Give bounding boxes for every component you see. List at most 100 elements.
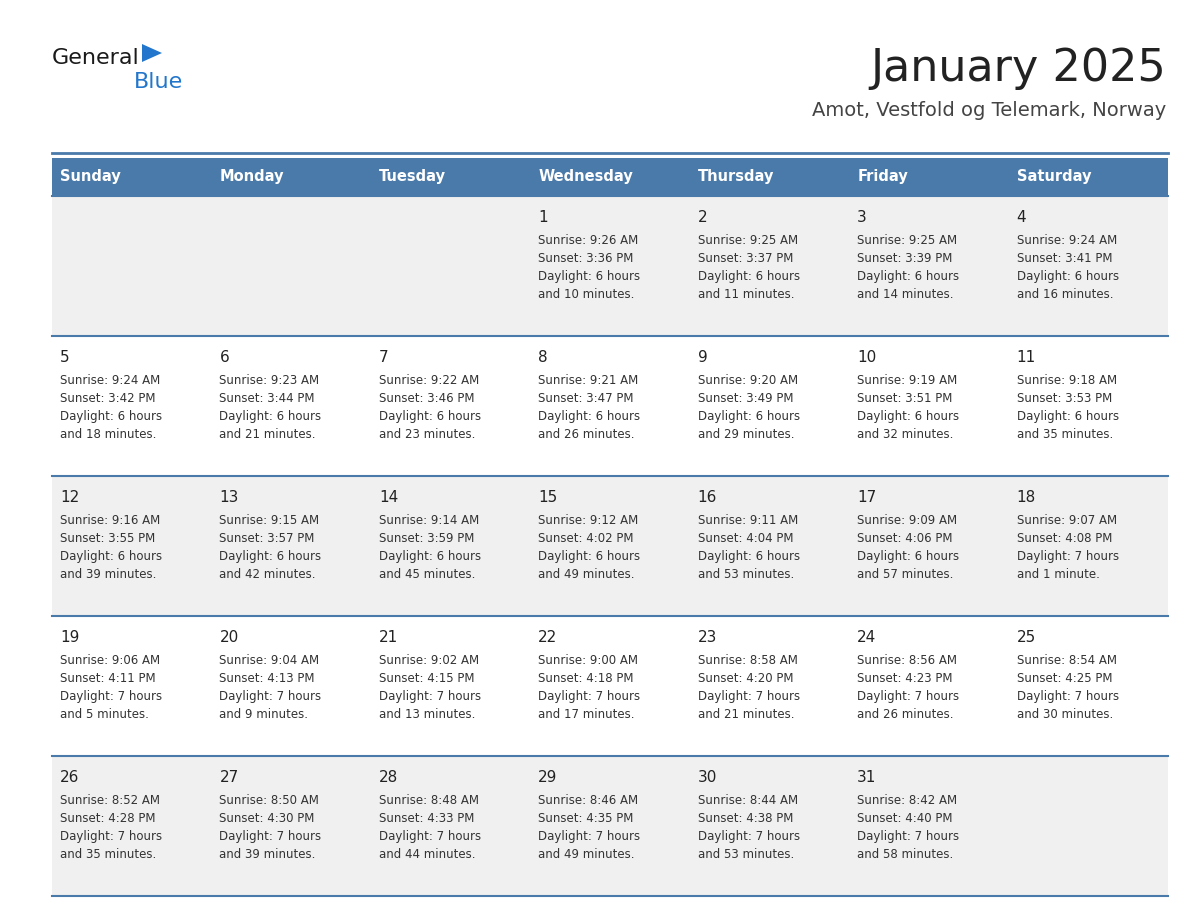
Text: Sunrise: 8:56 AM: Sunrise: 8:56 AM: [858, 654, 958, 667]
Text: Sunset: 4:13 PM: Sunset: 4:13 PM: [220, 672, 315, 685]
Text: and 30 minutes.: and 30 minutes.: [1017, 708, 1113, 721]
Text: and 1 minute.: and 1 minute.: [1017, 568, 1099, 581]
Text: Daylight: 7 hours: Daylight: 7 hours: [61, 690, 162, 703]
Text: Sunrise: 9:07 AM: Sunrise: 9:07 AM: [1017, 514, 1117, 527]
Text: Sunset: 3:55 PM: Sunset: 3:55 PM: [61, 532, 156, 545]
Text: Sunset: 4:33 PM: Sunset: 4:33 PM: [379, 812, 474, 825]
Text: and 32 minutes.: and 32 minutes.: [858, 428, 954, 441]
Text: and 29 minutes.: and 29 minutes.: [697, 428, 795, 441]
Text: and 9 minutes.: and 9 minutes.: [220, 708, 309, 721]
Text: Sunrise: 9:23 AM: Sunrise: 9:23 AM: [220, 374, 320, 387]
Text: January 2025: January 2025: [871, 47, 1165, 89]
Text: Sunrise: 9:26 AM: Sunrise: 9:26 AM: [538, 234, 638, 247]
Text: Daylight: 7 hours: Daylight: 7 hours: [858, 830, 959, 843]
Text: and 53 minutes.: and 53 minutes.: [697, 848, 794, 861]
Text: Sunset: 3:41 PM: Sunset: 3:41 PM: [1017, 252, 1112, 265]
Text: 20: 20: [220, 630, 239, 645]
Text: Daylight: 7 hours: Daylight: 7 hours: [220, 830, 322, 843]
Bar: [52, 616, 1168, 756]
Text: Sunset: 3:36 PM: Sunset: 3:36 PM: [538, 252, 633, 265]
Text: Sunrise: 9:00 AM: Sunrise: 9:00 AM: [538, 654, 638, 667]
Text: Sunrise: 8:44 AM: Sunrise: 8:44 AM: [697, 794, 798, 807]
Bar: [52, 158, 211, 196]
Text: Sunset: 4:08 PM: Sunset: 4:08 PM: [1017, 532, 1112, 545]
Text: 2: 2: [697, 210, 707, 225]
Text: 31: 31: [858, 770, 877, 785]
Text: Daylight: 6 hours: Daylight: 6 hours: [538, 410, 640, 423]
Text: 3: 3: [858, 210, 867, 225]
Text: Sunrise: 9:11 AM: Sunrise: 9:11 AM: [697, 514, 798, 527]
Text: Daylight: 6 hours: Daylight: 6 hours: [697, 410, 800, 423]
Text: Sunrise: 8:50 AM: Sunrise: 8:50 AM: [220, 794, 320, 807]
Text: and 26 minutes.: and 26 minutes.: [858, 708, 954, 721]
Text: Amot, Vestfold og Telemark, Norway: Amot, Vestfold og Telemark, Norway: [811, 100, 1165, 119]
Text: Daylight: 6 hours: Daylight: 6 hours: [858, 410, 959, 423]
Text: Sunrise: 9:09 AM: Sunrise: 9:09 AM: [858, 514, 958, 527]
Text: 19: 19: [61, 630, 80, 645]
Text: and 45 minutes.: and 45 minutes.: [379, 568, 475, 581]
Text: and 35 minutes.: and 35 minutes.: [61, 848, 157, 861]
Text: Daylight: 6 hours: Daylight: 6 hours: [697, 270, 800, 283]
Text: Daylight: 6 hours: Daylight: 6 hours: [220, 410, 322, 423]
Text: Daylight: 6 hours: Daylight: 6 hours: [379, 410, 481, 423]
Text: Sunrise: 9:19 AM: Sunrise: 9:19 AM: [858, 374, 958, 387]
Text: Sunrise: 8:54 AM: Sunrise: 8:54 AM: [1017, 654, 1117, 667]
Text: Daylight: 7 hours: Daylight: 7 hours: [538, 690, 640, 703]
Text: 26: 26: [61, 770, 80, 785]
Text: Daylight: 7 hours: Daylight: 7 hours: [538, 830, 640, 843]
Text: Daylight: 6 hours: Daylight: 6 hours: [858, 270, 959, 283]
Text: Sunset: 4:11 PM: Sunset: 4:11 PM: [61, 672, 156, 685]
Text: 16: 16: [697, 490, 718, 505]
Text: Sunrise: 9:18 AM: Sunrise: 9:18 AM: [1017, 374, 1117, 387]
Text: Sunset: 4:20 PM: Sunset: 4:20 PM: [697, 672, 794, 685]
Text: Blue: Blue: [134, 72, 183, 92]
Bar: [52, 196, 1168, 336]
Text: Sunrise: 9:04 AM: Sunrise: 9:04 AM: [220, 654, 320, 667]
Text: Daylight: 6 hours: Daylight: 6 hours: [1017, 410, 1119, 423]
Text: Sunset: 3:49 PM: Sunset: 3:49 PM: [697, 392, 794, 405]
Text: Sunset: 4:25 PM: Sunset: 4:25 PM: [1017, 672, 1112, 685]
Text: and 10 minutes.: and 10 minutes.: [538, 288, 634, 301]
Text: Sunset: 4:18 PM: Sunset: 4:18 PM: [538, 672, 633, 685]
Text: 9: 9: [697, 350, 708, 365]
Text: 29: 29: [538, 770, 557, 785]
Text: Sunrise: 9:12 AM: Sunrise: 9:12 AM: [538, 514, 638, 527]
Text: 23: 23: [697, 630, 718, 645]
Text: Sunset: 3:39 PM: Sunset: 3:39 PM: [858, 252, 953, 265]
Text: and 53 minutes.: and 53 minutes.: [697, 568, 794, 581]
Text: 13: 13: [220, 490, 239, 505]
Text: Daylight: 6 hours: Daylight: 6 hours: [538, 550, 640, 563]
Text: Sunset: 4:02 PM: Sunset: 4:02 PM: [538, 532, 633, 545]
Text: Sunrise: 9:22 AM: Sunrise: 9:22 AM: [379, 374, 479, 387]
Text: Daylight: 6 hours: Daylight: 6 hours: [61, 550, 162, 563]
Text: 24: 24: [858, 630, 877, 645]
Text: and 39 minutes.: and 39 minutes.: [220, 848, 316, 861]
Text: 22: 22: [538, 630, 557, 645]
Text: Sunset: 4:35 PM: Sunset: 4:35 PM: [538, 812, 633, 825]
Text: and 16 minutes.: and 16 minutes.: [1017, 288, 1113, 301]
Text: Daylight: 7 hours: Daylight: 7 hours: [1017, 550, 1119, 563]
Text: Monday: Monday: [220, 170, 284, 185]
Text: 4: 4: [1017, 210, 1026, 225]
Text: and 14 minutes.: and 14 minutes.: [858, 288, 954, 301]
Text: Daylight: 6 hours: Daylight: 6 hours: [220, 550, 322, 563]
Text: 5: 5: [61, 350, 70, 365]
Text: Sunrise: 9:21 AM: Sunrise: 9:21 AM: [538, 374, 638, 387]
Text: Sunset: 3:42 PM: Sunset: 3:42 PM: [61, 392, 156, 405]
Text: Sunset: 3:59 PM: Sunset: 3:59 PM: [379, 532, 474, 545]
Bar: [690, 158, 849, 196]
Text: Daylight: 6 hours: Daylight: 6 hours: [379, 550, 481, 563]
Text: Saturday: Saturday: [1017, 170, 1091, 185]
Text: 1: 1: [538, 210, 548, 225]
Text: Daylight: 7 hours: Daylight: 7 hours: [379, 830, 481, 843]
Text: and 18 minutes.: and 18 minutes.: [61, 428, 157, 441]
Text: Sunday: Sunday: [61, 170, 121, 185]
Text: Sunset: 3:53 PM: Sunset: 3:53 PM: [1017, 392, 1112, 405]
Text: 21: 21: [379, 630, 398, 645]
Text: 28: 28: [379, 770, 398, 785]
Text: Daylight: 7 hours: Daylight: 7 hours: [697, 830, 800, 843]
Text: Daylight: 6 hours: Daylight: 6 hours: [1017, 270, 1119, 283]
Text: and 13 minutes.: and 13 minutes.: [379, 708, 475, 721]
Text: Daylight: 7 hours: Daylight: 7 hours: [220, 690, 322, 703]
Text: 30: 30: [697, 770, 718, 785]
